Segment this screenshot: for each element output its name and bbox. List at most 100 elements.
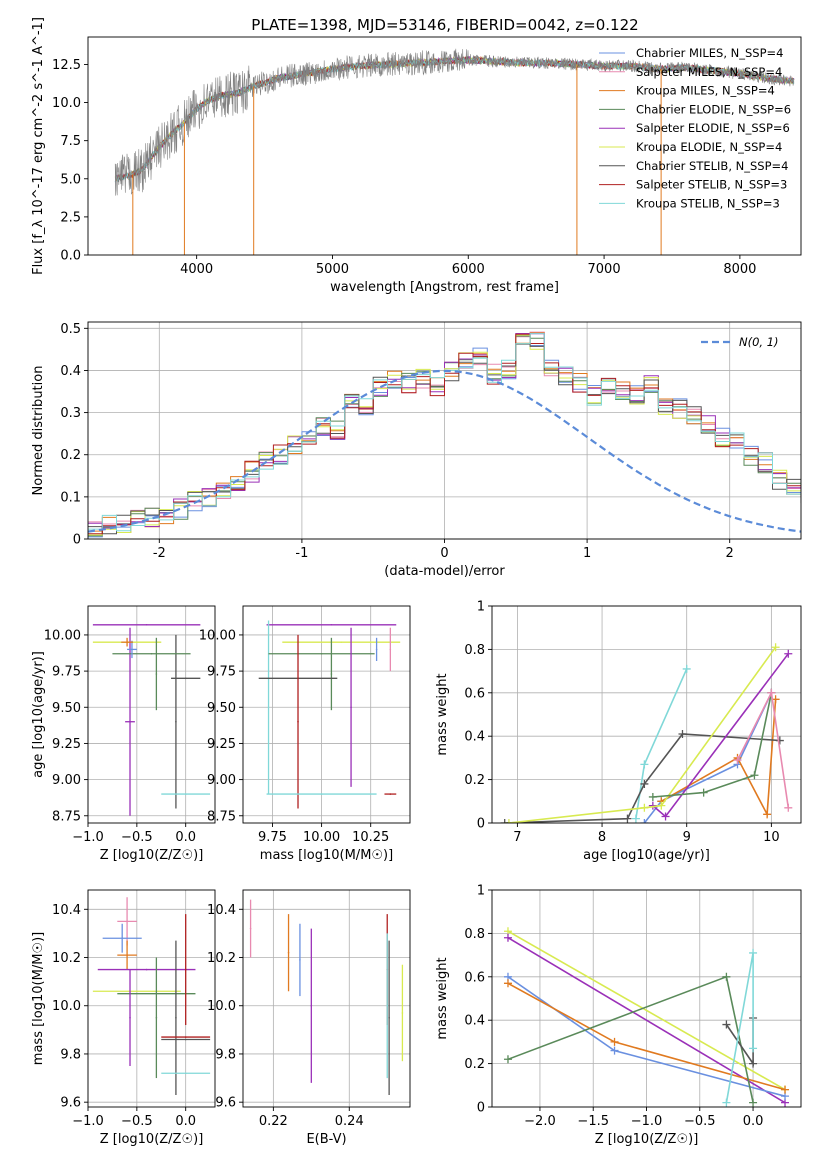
y-tick-label: 9.75 [52,665,81,680]
x-tick-label: 9.75 [258,830,287,845]
series-marker [610,1046,619,1055]
data-point [184,1038,187,1041]
data-point [155,1016,158,1019]
y-tick-label: 8.75 [52,809,81,824]
y-tick-label: 0.3 [60,406,81,421]
data-point [184,793,187,795]
y-tick-label: 8.75 [207,809,236,824]
y-tick-label: 0 [477,817,485,832]
x-tick-label: 6000 [452,262,485,277]
x-tick-label: 1 [583,546,591,561]
x-tick-label: -2 [153,546,166,561]
plot-area-mass_weight_vs_Z [503,927,790,1107]
axes-frame [87,889,216,1108]
series-marker [763,810,772,819]
y-tick-label: 9.50 [52,701,81,716]
x-tick-label: −0.5 [684,1114,716,1129]
data-point [249,927,252,930]
y-tick-label: 0.5 [60,322,81,337]
histogram-step [88,343,801,535]
y-tick-label: 9.75 [207,665,236,680]
y-tick-label: 0.6 [464,970,485,985]
y-tick-label: 9.25 [207,737,236,752]
series-marker [640,760,649,769]
y-tick-label: 1 [477,600,485,615]
y-tick-label: 7.5 [60,134,81,149]
data-point [184,1072,187,1075]
x-axis-label: Z [log10(Z/Z☉)] [100,848,204,863]
x-tick-label: 0.24 [335,1114,364,1129]
legend-label: N(0, 1) [739,335,779,349]
data-point [310,1004,313,1007]
plot-area-age_vs_Z [92,624,211,816]
y-tick-label: 10.2 [207,951,236,966]
histogram-step [88,333,801,535]
x-tick-label: 0 [440,546,448,561]
data-point [126,954,128,956]
x-axis-label: Z [log10(Z/Z☉)] [100,1132,204,1147]
series-marker [722,1020,731,1029]
y-tick-label: 0.2 [60,448,81,463]
x-tick-label: −0.5 [121,830,153,845]
series-marker [749,1098,758,1107]
series-marker [784,649,793,658]
series-marker [640,819,649,823]
series-marker [504,819,513,823]
series-marker [733,756,742,765]
data-point [320,793,323,795]
data-point [350,706,352,709]
x-axis-label: (data-model)/error [384,564,505,579]
normal-curve [88,369,801,533]
x-tick-label: 8 [598,830,606,845]
observed-spectrum-line [114,48,795,196]
y-tick-label: 0.6 [464,686,485,701]
series-marker [500,819,509,823]
legend-label: Chabrier MILES, N_SSP=4 [636,46,783,60]
axes-frame [242,889,411,1108]
y-axis-label: Flux [f_λ 10^-17 erg cm^-2 s^-1 A^-1] [31,17,46,275]
data-point [287,951,290,954]
panel-age_vs_Z: −1.0 −0.5 0.0 8.75 9.00 9.25 9.50 9.75 10.00 Z [l… [31,605,216,863]
series-marker [784,803,793,812]
data-point [131,648,133,651]
x-tick-label: −1.5 [577,1114,609,1129]
spectrum-legend: Chabrier MILES, N_SSP=4 Salpeter MILES, N… [599,46,791,210]
y-tick-label: 10.0 [207,999,236,1014]
data-point [155,673,158,675]
data-point [175,1016,177,1019]
data-point [401,1012,404,1014]
series-marker [775,736,784,745]
x-tick-label: 2 [726,546,734,561]
series-marker [640,803,649,812]
y-tick-label: 9.6 [215,1096,236,1111]
y-tick-label: 10.4 [52,903,81,918]
data-point [175,720,177,723]
legend-label: Chabrier ELODIE, N_SSP=6 [636,102,791,116]
y-tick-label: 9.00 [52,773,81,788]
series-marker [781,1085,790,1094]
series-marker [678,730,687,739]
x-tick-label: -1 [295,546,308,561]
panel-mass_weight_vs_Z: −2.0 −1.5 −1.0 −0.5 0.0 0 0.2 0.4 0.6 0.8 1 Z [log1… [435,884,802,1147]
histogram-step [88,333,801,532]
y-tick-label: 10.0 [52,999,81,1014]
panel-mass_vs_Z: −1.0 −0.5 0.0 9.6 9.8 10.0 10.2 10.4 Z [log10(Z/… [31,889,216,1147]
series-line [507,937,786,1104]
plot-area-mass_weight_vs_age [500,643,793,823]
data-point [388,1016,390,1019]
y-tick-label: 9.6 [60,1096,81,1111]
series-marker [661,812,670,821]
x-tick-label: 4000 [180,262,213,277]
data-point [150,652,153,655]
x-tick-label: 0.22 [259,1114,288,1129]
series-marker [503,979,512,988]
data-point [386,1004,389,1007]
series-marker [657,801,666,810]
data-point [184,677,187,680]
series-marker [767,688,776,697]
y-tick-label: 0.2 [464,773,485,788]
data-point [184,1036,187,1038]
plot-area-spectrum [114,48,795,255]
y-tick-label: 0 [73,533,81,548]
